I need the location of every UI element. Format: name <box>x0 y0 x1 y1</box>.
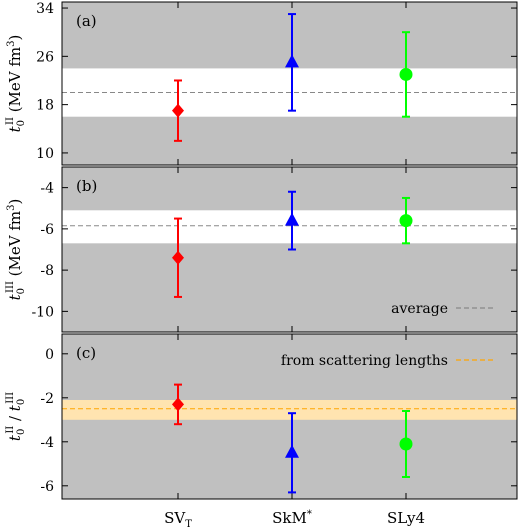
data-point-sly4 <box>399 410 413 478</box>
data-point-sly4 <box>399 31 413 118</box>
reference-band <box>62 210 517 244</box>
diamond-marker <box>172 103 184 118</box>
diamond-marker <box>172 397 184 412</box>
y-tick-label: 10 <box>36 146 54 162</box>
panel-c: -6 -4 -2 0 (c) t0II / t0III from scattering le… <box>5 333 518 500</box>
y-tick-label: -2 <box>40 391 54 407</box>
y-axis-label: t0II (MeV fm3) <box>5 35 27 133</box>
panels: 10 18 26 34 (a) t0II (MeV fm3) -10 -8 -6 -4 (b) t0I… <box>5 1 518 500</box>
y-tick-label: -10 <box>31 304 54 320</box>
data-point-svt <box>172 217 184 298</box>
triangle-marker <box>285 54 299 68</box>
data-point-skm <box>285 190 299 251</box>
circle-marker <box>399 437 413 451</box>
y-tick-label: 26 <box>36 49 54 65</box>
plot-frame <box>61 333 518 500</box>
panel-b: -10 -8 -6 -4 (b) t0III (MeV fm3) average <box>5 166 518 333</box>
y-tick-label: -6 <box>40 222 54 238</box>
panel-label: (b) <box>76 177 97 195</box>
y-tick-label: 34 <box>36 1 54 17</box>
triangle-marker <box>285 212 299 226</box>
y-tick-label: -4 <box>40 435 54 451</box>
y-tick-label: -6 <box>40 479 54 495</box>
y-tick-label: -8 <box>40 263 54 279</box>
triangle-marker <box>285 444 299 458</box>
panel-label: (c) <box>76 344 96 362</box>
plot-frame <box>61 166 518 333</box>
category-label: SLy4 <box>387 509 425 527</box>
category-label: SkM* <box>272 509 312 527</box>
panel-label: (a) <box>76 12 97 30</box>
y-axis-label: t0II / t0III <box>5 392 27 441</box>
y-tick-label: -4 <box>40 181 54 197</box>
data-point-sly4 <box>399 196 413 245</box>
legend-label: from scattering lengths <box>281 353 448 369</box>
panel-a: 10 18 26 34 (a) t0II (MeV fm3) <box>5 1 518 166</box>
circle-marker <box>399 214 413 228</box>
category-label: SVT <box>164 509 192 527</box>
category-labels: SVT SkM* SLy4 <box>164 509 425 527</box>
data-point-skm <box>285 13 299 112</box>
y-tick-label: 18 <box>36 98 54 114</box>
data-point-skm <box>285 412 299 494</box>
data-point-svt <box>172 383 184 426</box>
legend-label: average <box>391 301 448 317</box>
data-point-svt <box>172 79 184 142</box>
diamond-marker <box>172 250 184 265</box>
y-axis-label: t0III (MeV fm3) <box>5 199 27 301</box>
circle-marker <box>399 67 413 81</box>
reference-band <box>62 400 517 420</box>
plot-frame <box>61 1 518 166</box>
y-tick-label: 0 <box>45 347 54 363</box>
